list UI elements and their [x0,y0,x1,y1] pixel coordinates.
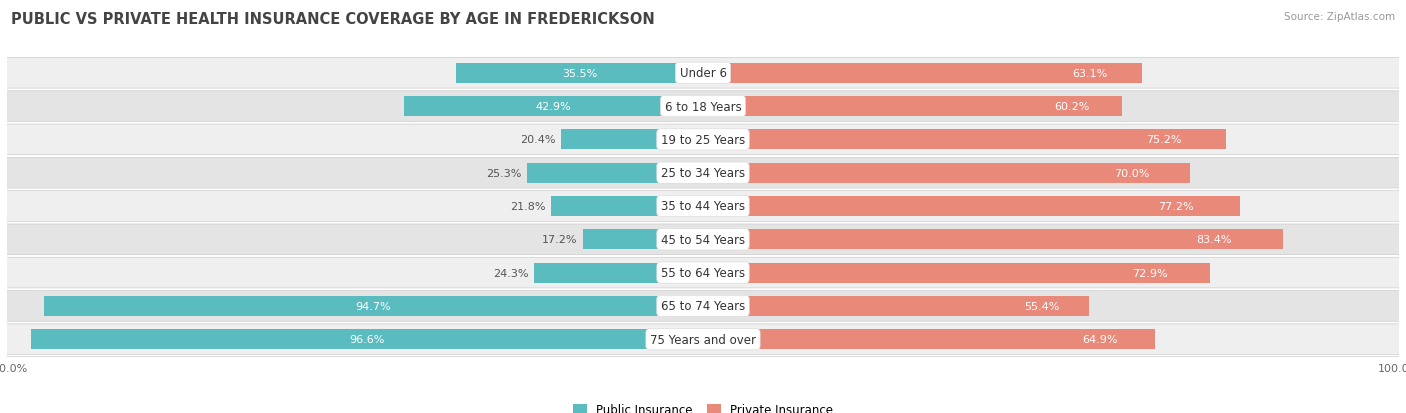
Text: Source: ZipAtlas.com: Source: ZipAtlas.com [1284,12,1395,22]
FancyBboxPatch shape [0,324,1406,355]
Text: 75 Years and over: 75 Years and over [650,333,756,346]
Text: 77.2%: 77.2% [1159,202,1194,211]
Text: 25 to 34 Years: 25 to 34 Years [661,167,745,180]
Bar [703,163,1191,183]
Text: 35 to 44 Years: 35 to 44 Years [661,200,745,213]
Text: 45 to 54 Years: 45 to 54 Years [661,233,745,246]
Bar [703,97,1122,117]
Bar [703,197,1240,216]
Text: 6 to 18 Years: 6 to 18 Years [665,100,741,113]
Bar [703,296,1088,316]
Text: 19 to 25 Years: 19 to 25 Years [661,133,745,147]
Text: 42.9%: 42.9% [536,102,571,112]
FancyBboxPatch shape [0,224,1406,255]
Bar [703,263,1211,283]
Text: 75.2%: 75.2% [1146,135,1181,145]
FancyBboxPatch shape [0,125,1406,155]
Bar [703,64,1142,83]
Bar [561,130,703,150]
FancyBboxPatch shape [0,258,1406,288]
Text: 64.9%: 64.9% [1083,335,1118,344]
Text: 83.4%: 83.4% [1197,235,1232,245]
Text: 63.1%: 63.1% [1071,69,1107,78]
Text: 17.2%: 17.2% [543,235,578,245]
Text: 25.3%: 25.3% [486,168,522,178]
Bar [583,230,703,250]
Text: 35.5%: 35.5% [562,69,598,78]
Text: 96.6%: 96.6% [349,335,384,344]
Text: Under 6: Under 6 [679,67,727,80]
FancyBboxPatch shape [0,58,1406,89]
FancyBboxPatch shape [0,158,1406,189]
Text: 21.8%: 21.8% [510,202,546,211]
Bar [44,296,703,316]
Text: 20.4%: 20.4% [520,135,555,145]
Bar [551,197,703,216]
Bar [456,64,703,83]
Bar [703,130,1226,150]
Text: 70.0%: 70.0% [1114,168,1150,178]
Text: 55.4%: 55.4% [1025,301,1060,311]
Text: 60.2%: 60.2% [1054,102,1090,112]
Bar [405,97,703,117]
FancyBboxPatch shape [0,191,1406,222]
Text: PUBLIC VS PRIVATE HEALTH INSURANCE COVERAGE BY AGE IN FREDERICKSON: PUBLIC VS PRIVATE HEALTH INSURANCE COVER… [11,12,655,27]
Bar [31,330,703,349]
Bar [703,230,1284,250]
Text: 24.3%: 24.3% [494,268,529,278]
FancyBboxPatch shape [0,92,1406,122]
Bar [527,163,703,183]
Legend: Public Insurance, Private Insurance: Public Insurance, Private Insurance [568,398,838,413]
Text: 65 to 74 Years: 65 to 74 Years [661,300,745,313]
Text: 94.7%: 94.7% [356,301,391,311]
Text: 72.9%: 72.9% [1132,268,1167,278]
Bar [534,263,703,283]
FancyBboxPatch shape [0,291,1406,321]
Text: 55 to 64 Years: 55 to 64 Years [661,266,745,280]
Bar [703,330,1154,349]
